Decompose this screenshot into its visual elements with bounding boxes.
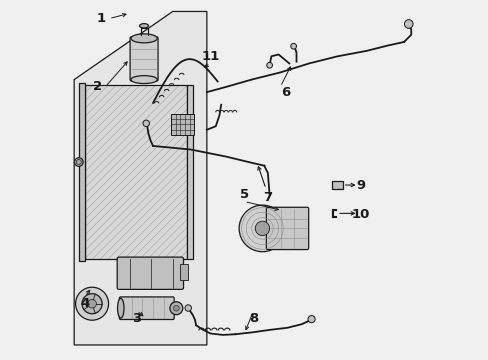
Bar [85, 85, 187, 259]
Circle shape [290, 43, 296, 49]
Circle shape [74, 158, 83, 166]
Circle shape [255, 221, 269, 235]
Text: 8: 8 [248, 311, 258, 325]
Circle shape [88, 300, 96, 308]
Text: 7: 7 [263, 192, 272, 204]
Text: 11: 11 [201, 50, 219, 63]
Bar [85, 85, 187, 259]
Circle shape [142, 120, 149, 127]
Ellipse shape [131, 34, 157, 43]
Text: 1: 1 [96, 12, 105, 25]
Circle shape [184, 305, 191, 311]
Text: 6: 6 [281, 86, 290, 99]
Polygon shape [74, 12, 206, 345]
FancyBboxPatch shape [117, 257, 183, 289]
Ellipse shape [131, 76, 157, 84]
Text: 9: 9 [356, 179, 365, 192]
Bar [187, 85, 192, 259]
Text: 10: 10 [351, 208, 369, 221]
Ellipse shape [139, 24, 148, 28]
Circle shape [76, 159, 81, 165]
FancyBboxPatch shape [130, 37, 158, 81]
Circle shape [169, 302, 183, 315]
FancyBboxPatch shape [119, 297, 174, 319]
Circle shape [404, 20, 412, 28]
Text: 3: 3 [132, 311, 141, 325]
Circle shape [82, 294, 102, 314]
Circle shape [266, 62, 272, 68]
Text: 2: 2 [93, 80, 102, 93]
Bar [171, 114, 194, 135]
Text: 4: 4 [80, 297, 89, 310]
Circle shape [239, 205, 285, 252]
FancyBboxPatch shape [266, 207, 308, 249]
Ellipse shape [117, 298, 124, 318]
Circle shape [307, 316, 314, 323]
Bar [79, 83, 85, 261]
Text: 5: 5 [240, 188, 248, 201]
Circle shape [76, 287, 108, 320]
Circle shape [173, 305, 179, 311]
FancyBboxPatch shape [331, 181, 342, 189]
Bar [180, 264, 187, 280]
